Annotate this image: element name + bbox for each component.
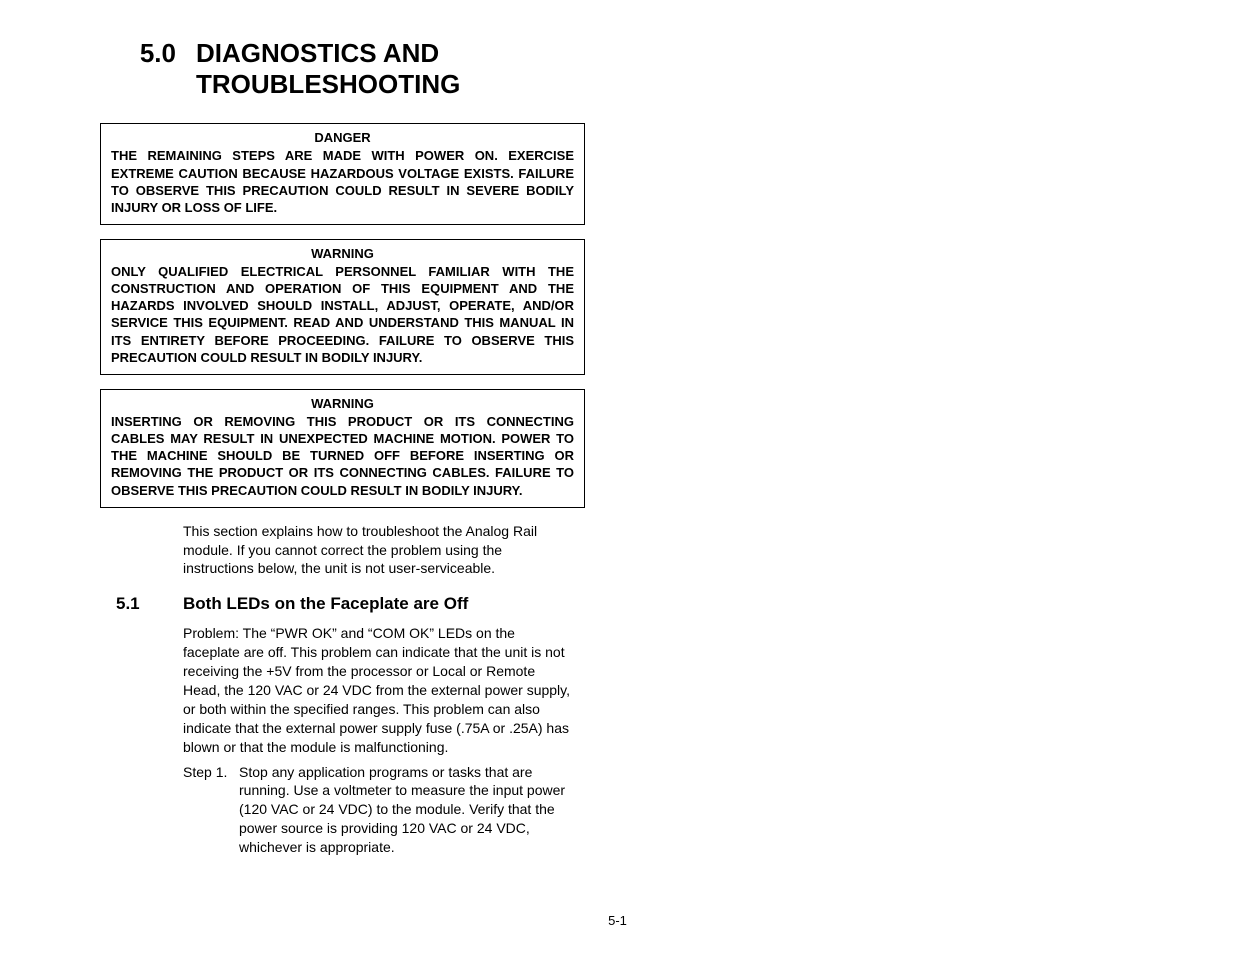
warning2-title: WARNING (111, 396, 574, 411)
danger-box: DANGER THE REMAINING STEPS ARE MADE WITH… (100, 123, 585, 225)
chapter-number: 5.0 (106, 38, 196, 69)
section-title: Both LEDs on the Faceplate are Off (183, 594, 468, 614)
step-1-text: Stop any application programs or tasks t… (239, 763, 573, 857)
step-1-label: Step 1. (183, 763, 239, 857)
section-number: 5.1 (116, 594, 183, 614)
intro-paragraph: This section explains how to troubleshoo… (183, 522, 573, 579)
warning2-body: INSERTING OR REMOVING THIS PRODUCT OR IT… (111, 413, 574, 499)
problem-paragraph: Problem: The “PWR OK” and “COM OK” LEDs … (183, 624, 573, 756)
chapter-title-line1: DIAGNOSTICS AND (196, 38, 439, 68)
manual-page: 5.0 DIAGNOSTICS AND TROUBLESHOOTING DANG… (0, 0, 1235, 954)
warning1-title: WARNING (111, 246, 574, 261)
warning1-body: ONLY QUALIFIED ELECTRICAL PERSONNEL FAMI… (111, 263, 574, 366)
chapter-heading: 5.0 DIAGNOSTICS AND TROUBLESHOOTING (106, 38, 1135, 99)
danger-body: THE REMAINING STEPS ARE MADE WITH POWER … (111, 147, 574, 216)
step-1: Step 1. Stop any application programs or… (183, 763, 573, 857)
warning-box-1: WARNING ONLY QUALIFIED ELECTRICAL PERSON… (100, 239, 585, 375)
chapter-title-line2: TROUBLESHOOTING (196, 69, 460, 99)
chapter-title: DIAGNOSTICS AND TROUBLESHOOTING (196, 38, 460, 99)
danger-title: DANGER (111, 130, 574, 145)
warning-box-2: WARNING INSERTING OR REMOVING THIS PRODU… (100, 389, 585, 508)
page-number: 5-1 (0, 913, 1235, 928)
section-heading: 5.1 Both LEDs on the Faceplate are Off (116, 594, 1135, 614)
